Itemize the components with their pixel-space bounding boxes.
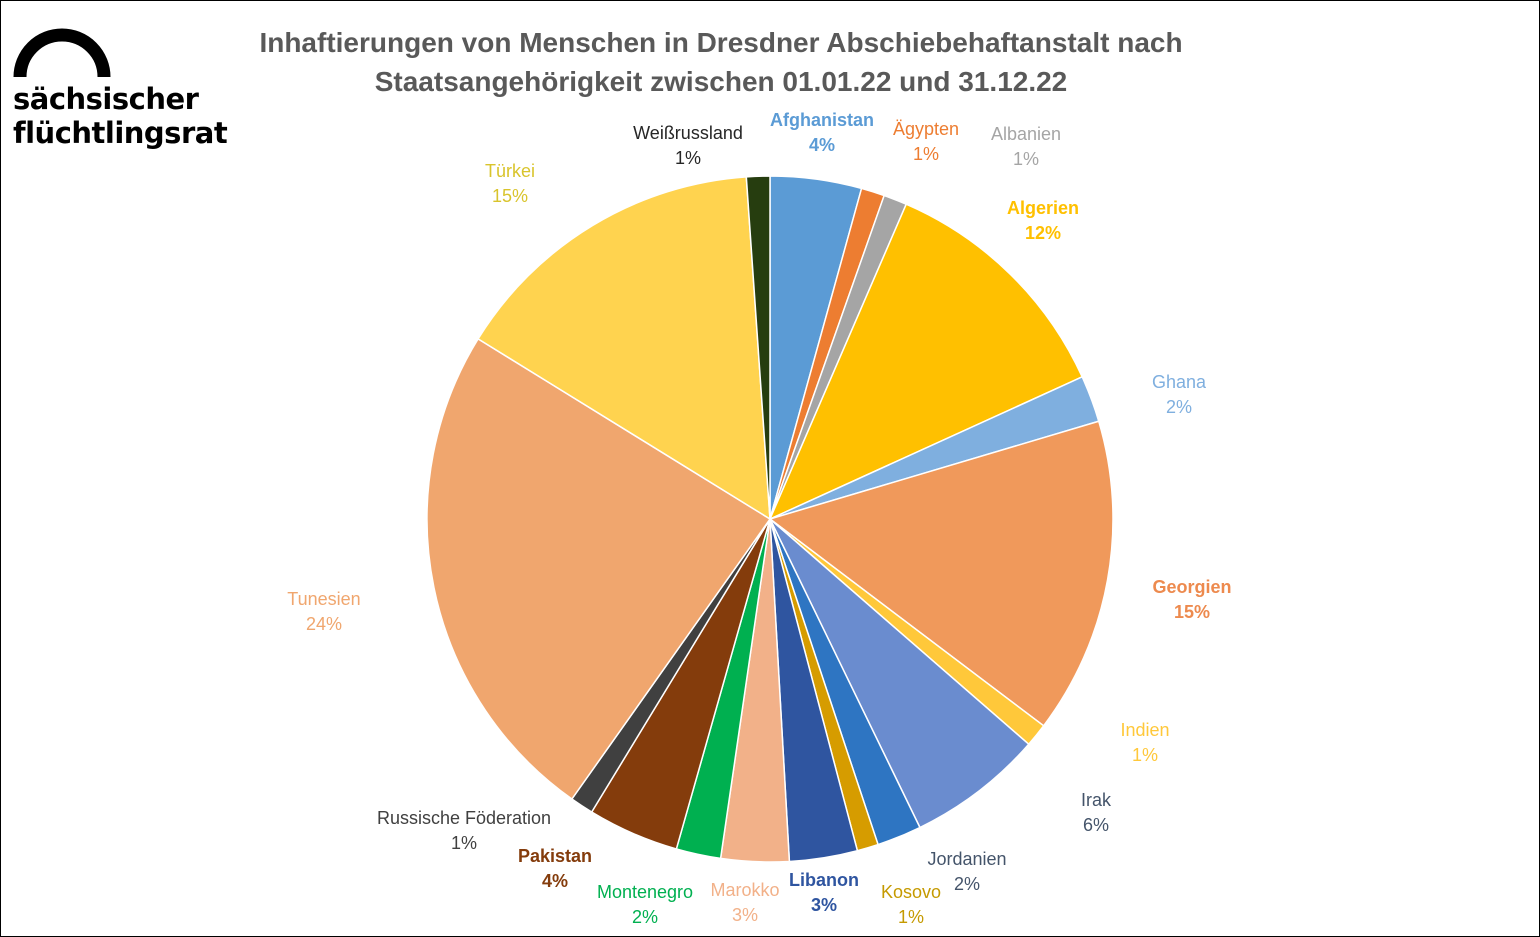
data-label-kosovo: Kosovo 1% [881, 882, 941, 927]
data-label-indien: Indien 1% [1120, 720, 1169, 765]
pie-slice-tunesien [426, 337, 772, 801]
data-label-name: Indien [1120, 720, 1169, 740]
arch-icon [13, 28, 111, 78]
data-label-percent: 3% [811, 895, 837, 915]
data-label-name: Irak [1081, 790, 1112, 810]
logo: sächsischer flüchtlingsrat [11, 23, 228, 163]
data-label-percent: 24% [306, 614, 342, 634]
data-label-percent: 2% [954, 874, 980, 894]
data-label-montenegro: Montenegro 2% [597, 882, 693, 927]
data-label-tuerkei: Türkei 15% [485, 161, 535, 206]
data-label-percent: 4% [542, 871, 568, 891]
data-label-name: Russische Föderation [377, 808, 551, 828]
chart-title: Inhaftierungen von Menschen in Dresdner … [221, 23, 1221, 101]
data-label-percent: 1% [898, 907, 924, 927]
data-label-tunesien: Tunesien 24% [287, 589, 360, 634]
data-label-irak: Irak 6% [1081, 790, 1112, 835]
data-label-name: Algerien [1007, 198, 1079, 218]
data-label-marokko: Marokko 3% [710, 880, 779, 925]
data-label-percent: 2% [1166, 397, 1192, 417]
data-label-percent: 6% [1083, 815, 1109, 835]
data-label-name: Pakistan [518, 846, 592, 866]
data-label-percent: 12% [1025, 223, 1061, 243]
data-label-albanien: Albanien 1% [991, 124, 1061, 169]
data-label-name: Marokko [710, 880, 779, 900]
data-label-jordanien: Jordanien 2% [927, 849, 1006, 894]
chart-title-line1: Inhaftierungen von Menschen in Dresdner … [259, 27, 1183, 58]
pie-slice-tuerkei [477, 176, 771, 521]
data-label-name: Montenegro [597, 882, 693, 902]
logo-text-line1: sächsischer [13, 82, 199, 116]
data-label-percent: 2% [632, 907, 658, 927]
data-label-percent: 15% [1174, 602, 1210, 622]
data-label-percent: 1% [913, 144, 939, 164]
data-label-percent: 15% [492, 186, 528, 206]
data-label-name: Georgien [1152, 577, 1231, 597]
pie-slice-algerien [768, 203, 1084, 521]
pie-slice-georgien [768, 420, 1114, 727]
data-label-name: Türkei [485, 161, 535, 181]
data-label-name: Afghanistan [770, 110, 874, 130]
data-label-pakistan: Pakistan 4% [518, 846, 592, 891]
data-label-percent: 3% [732, 905, 758, 925]
data-label-percent: 1% [1013, 149, 1039, 169]
data-label-name: Ägypten [893, 119, 959, 139]
data-label-name: Tunesien [287, 589, 360, 609]
chart-title-line2: Staatsangehörigkeit zwischen 01.01.22 un… [374, 66, 1068, 97]
logo-text-line2: flüchtlingsrat [13, 116, 228, 150]
data-label-russische-foederation: Russische Föderation 1% [377, 808, 551, 853]
pie-slice-weissrussland [745, 175, 771, 520]
data-label-weissrussland: Weißrussland 1% [633, 123, 743, 168]
data-label-percent: 1% [1132, 745, 1158, 765]
data-label-name: Ghana [1152, 372, 1207, 392]
data-label-name: Libanon [789, 870, 859, 890]
data-label-percent: 4% [809, 135, 835, 155]
data-label-name: Weißrussland [633, 123, 743, 143]
data-label-algerien: Algerien 12% [1007, 198, 1079, 243]
data-label-percent: 1% [451, 833, 477, 853]
data-label-libanon: Libanon 3% [789, 870, 859, 915]
data-label-percent: 1% [675, 148, 701, 168]
data-label-name: Kosovo [881, 882, 941, 902]
pie-slice-irak [769, 518, 1030, 829]
data-label-georgien: Georgien 15% [1152, 577, 1231, 622]
data-label-name: Jordanien [927, 849, 1006, 869]
data-label-ghana: Ghana 2% [1152, 372, 1207, 417]
data-label-aegypten: Ägypten 1% [893, 119, 959, 164]
data-label-name: Albanien [991, 124, 1061, 144]
data-label-afghanistan: Afghanistan 4% [770, 110, 874, 155]
